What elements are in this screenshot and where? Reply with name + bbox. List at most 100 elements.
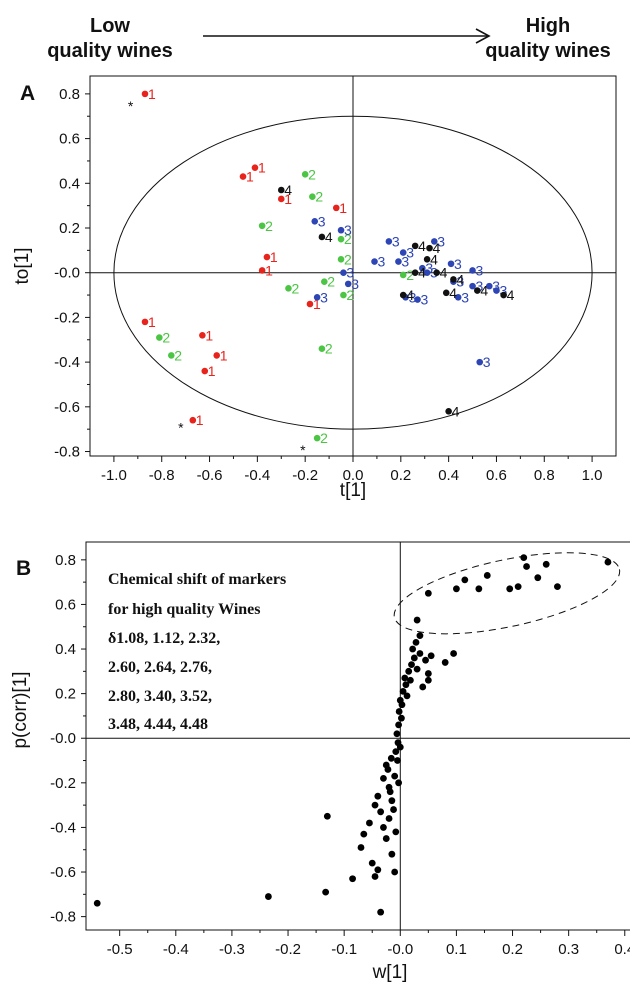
panel-a-point-class-2 xyxy=(167,352,175,359)
panel-b-ytick-label: -0.0 xyxy=(50,730,76,747)
panel-b-point xyxy=(441,659,449,666)
panel-a-point-class-2 xyxy=(318,345,326,353)
panel-a-point-class-3 xyxy=(454,293,462,301)
panel-a-point-class-3 xyxy=(423,269,431,277)
panel-b-point xyxy=(391,772,399,780)
panel-b-point xyxy=(604,558,612,566)
panel-a-point-class-3 xyxy=(344,280,352,288)
panel-a-ytick-label: 0.8 xyxy=(59,86,80,103)
panel-b-frame xyxy=(85,541,630,931)
panel-a-point-class-3 xyxy=(476,358,484,366)
panel-a-point-class-1 xyxy=(251,164,259,171)
panel-b-point xyxy=(534,574,542,582)
panel-b-ytick-label: -0.4 xyxy=(50,819,76,836)
panel-b-ytick-label: 0.6 xyxy=(55,596,76,613)
panel-b-point xyxy=(385,815,393,822)
panel-a-point-label-class-3: 3 xyxy=(344,222,352,238)
panel-b-point xyxy=(388,850,396,858)
panel-b-point xyxy=(402,681,410,689)
panel-a-point-label-class-1: 1 xyxy=(246,169,254,185)
header-high-line2: quality wines xyxy=(485,40,611,62)
panel-a-point-class-4 xyxy=(411,269,419,277)
panel-b-point xyxy=(419,683,427,691)
panel-b-point xyxy=(450,650,458,657)
panel-a-point-label-class-1: 1 xyxy=(258,160,266,176)
panel-a-point-class-1 xyxy=(258,267,266,274)
panel-a-ytick-label: 0.2 xyxy=(59,220,80,237)
panel-a-point-label-class-3: 3 xyxy=(401,254,409,270)
panel-b-xtick-label: 0.3 xyxy=(558,941,579,958)
panel-a-point-class-2 xyxy=(337,255,345,263)
panel-b-point xyxy=(377,908,385,916)
panel-b-point xyxy=(382,835,390,842)
panel-b-point xyxy=(453,585,460,593)
panel-b-point xyxy=(368,859,376,867)
panel-a-point-label-class-2: 2 xyxy=(265,218,273,234)
panel-a-outlier-asterisk: * xyxy=(128,98,134,114)
panel-b-point xyxy=(520,554,528,562)
panel-a-point-label-class-4: 4 xyxy=(456,271,464,287)
panel-a-point-label-class-4: 4 xyxy=(433,240,441,256)
panel-a-point-class-2 xyxy=(301,171,309,178)
panel-b-point xyxy=(410,654,418,662)
panel-b-point xyxy=(395,779,403,787)
panel-b-point xyxy=(396,696,404,704)
panel-a-point-label-class-2: 2 xyxy=(291,280,299,296)
panel-a-point-label-class-2: 2 xyxy=(174,347,182,363)
annotation-line: 3.48, 4.44, 4.48 xyxy=(108,716,208,733)
panel-a-point-label-class-3: 3 xyxy=(492,278,500,294)
panel-a-point-label-class-3: 3 xyxy=(461,289,469,305)
panel-b-point xyxy=(416,632,424,640)
panel-b-point xyxy=(412,638,420,646)
panel-a-point-class-1 xyxy=(141,318,149,326)
panel-b-point xyxy=(542,560,550,568)
panel-b-point xyxy=(523,563,530,570)
annotation-line: Chemical shift of markers xyxy=(108,571,286,588)
panel-a-point-label-class-3: 3 xyxy=(346,265,354,281)
panel-a-point-class-3 xyxy=(414,296,421,303)
panel-a-point-class-4 xyxy=(423,255,431,263)
panel-b-point xyxy=(413,665,421,673)
panel-b-point xyxy=(380,824,387,831)
panel-a-point-label-class-1: 1 xyxy=(265,262,273,278)
panel-a-point-class-1 xyxy=(306,300,314,308)
annotation-line: 2.60, 2.64, 2.76, xyxy=(108,659,212,676)
panel-b-point xyxy=(371,873,379,880)
panel-b-xtick-label: 0.1 xyxy=(446,941,467,958)
panel-a-point-class-3 xyxy=(447,260,455,268)
panel-a-point-label-class-4: 4 xyxy=(452,403,460,419)
panel-b-ytick-label: -0.6 xyxy=(50,864,76,881)
panel-a-point-label-class-1: 1 xyxy=(196,412,204,428)
panel-b-point xyxy=(424,589,432,597)
panel-a-point-class-4 xyxy=(277,186,285,194)
panel-a-ytick-label: -0.0 xyxy=(54,265,80,282)
panel-a-point-class-1 xyxy=(201,367,209,375)
panel-a-point-class-2 xyxy=(313,434,321,442)
panel-b-point xyxy=(360,830,368,838)
panel-b-point xyxy=(424,670,432,677)
panel-a-point-class-3 xyxy=(395,258,402,265)
panel-a-point-class-4 xyxy=(445,407,452,415)
panel-b-point xyxy=(422,656,429,664)
panel-b-xtick-label: 0.4 xyxy=(614,941,630,958)
panel-b-point xyxy=(93,899,101,907)
panel-a-point-class-3 xyxy=(430,238,438,245)
panel-b-ytick-label: -0.2 xyxy=(50,775,76,792)
panel-b-point xyxy=(393,730,401,738)
panel-b-point xyxy=(396,743,404,751)
panel-b-point xyxy=(264,893,272,900)
panel-a-point-class-1 xyxy=(332,204,340,212)
panel-a-point-label-class-4: 4 xyxy=(325,229,333,245)
panel-a-point-class-3 xyxy=(313,293,321,301)
panel-a-xtick-label: 0.2 xyxy=(390,467,411,484)
panel-a-point-class-2 xyxy=(337,235,345,243)
panel-a-point-label-class-4: 4 xyxy=(449,285,457,301)
header-arrow-head-icon xyxy=(475,28,491,44)
panel-a-xtick-label: 0.0 xyxy=(343,467,364,484)
panel-b-point xyxy=(388,797,396,805)
panel-b-xtick-label: -0.1 xyxy=(331,941,357,958)
panel-a-point-label-class-4: 4 xyxy=(284,182,292,198)
marker-annotation: Chemical shift of markers for high quali… xyxy=(108,571,286,733)
panel-a-xtick-label: 0.8 xyxy=(534,467,555,484)
